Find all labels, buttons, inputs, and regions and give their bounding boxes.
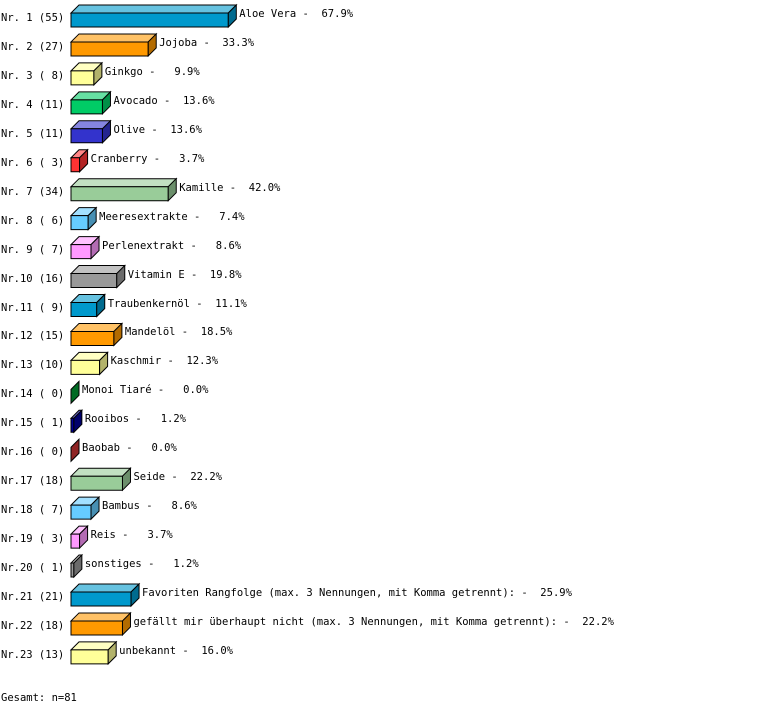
category-label: Nr. 8 ( 6) [1, 214, 65, 227]
total-label: Gesamt: n=81 [1, 692, 77, 704]
data-label: Ginkgo - 9.9% [104, 65, 200, 78]
data-label: Kamille - 42.0% [179, 181, 281, 194]
data-label: Meeresextrakte - 7.4% [99, 210, 245, 223]
category-label: Nr. 5 (11) [1, 127, 65, 140]
data-label: Monoi Tiaré - 0.0% [82, 384, 209, 397]
data-label: Mandelöl - 18.5% [124, 326, 233, 339]
category-label: Nr. 7 (34) [1, 185, 65, 198]
bar [69, 3, 238, 29]
bar [69, 119, 112, 145]
category-label: Nr. 9 ( 7) [1, 243, 65, 256]
category-label: Nr. 3 ( 8) [1, 69, 65, 82]
category-label: Nr. 6 ( 3) [1, 156, 65, 169]
category-label: Nr.10 (16) [1, 272, 65, 285]
bar [69, 351, 109, 376]
category-label: Nr.21 (21) [1, 591, 65, 603]
category-label: Nr.11 ( 9) [1, 301, 65, 314]
data-label: Seide - 22.2% [133, 471, 222, 484]
data-label: Kaschmir - 12.3% [110, 355, 219, 368]
data-label: Vitamin E - 19.8% [127, 268, 242, 281]
data-label: Cranberry - 3.7% [90, 152, 205, 165]
bar [69, 495, 101, 521]
data-label: Aloe Vera - 67.9% [239, 8, 354, 20]
bar [69, 148, 89, 173]
data-label: Bambus - 8.6% [102, 500, 197, 513]
category-label: Nr. 2 (27) [1, 40, 65, 53]
category-label: Nr. 1 (55) [1, 12, 65, 24]
category-label: Nr. 4 (11) [1, 98, 65, 111]
bar [69, 582, 141, 608]
data-label: Traubenkernöl - 11.1% [107, 297, 247, 310]
data-label: unbekannt - 16.0% [119, 644, 233, 657]
data-label: Avocado - 13.6% [113, 94, 215, 107]
bar [69, 235, 101, 260]
bar [69, 293, 106, 318]
category-label: Nr.15 ( 1) [1, 417, 65, 430]
bar [69, 611, 132, 637]
bar [69, 264, 126, 289]
data-label: gefällt mir überhaupt nicht (max. 3 Nenn… [133, 615, 614, 628]
bar [69, 177, 178, 202]
data-label: Jojoba - 33.3% [159, 36, 255, 49]
data-label: Favoriten Rangfolge (max. 3 Nennungen, m… [142, 587, 572, 599]
category-label: Nr.13 (10) [1, 359, 65, 372]
bar [69, 466, 132, 492]
category-label: Nr.20 ( 1) [1, 562, 65, 575]
category-label: Nr.14 ( 0) [1, 388, 65, 401]
bar [69, 640, 118, 666]
category-label: Nr.23 (13) [1, 648, 65, 661]
bar [69, 553, 84, 579]
data-label: Baobab - 0.0% [82, 442, 177, 455]
data-label: Olive - 13.6% [113, 123, 202, 136]
bar [69, 206, 98, 231]
bar [69, 32, 158, 58]
data-label: Rooibos - 1.2% [84, 413, 187, 426]
data-label: Perlenextrakt - 8.6% [102, 239, 242, 252]
category-label: Nr.12 (15) [1, 330, 65, 343]
bar [69, 524, 89, 550]
bar [69, 322, 124, 347]
category-label: Nr.17 (18) [1, 475, 65, 488]
bar [70, 438, 80, 463]
category-label: Nr.22 (18) [1, 619, 65, 632]
category-label: Nr.19 ( 3) [1, 533, 65, 546]
category-label: Nr.18 ( 7) [1, 504, 65, 517]
bar [70, 380, 80, 405]
bar [69, 90, 112, 116]
data-label: Reis - 3.7% [90, 529, 173, 542]
bar [69, 409, 84, 434]
bar [69, 61, 104, 87]
data-label: sonstiges - 1.2% [84, 558, 199, 571]
category-label: Nr.16 ( 0) [1, 446, 65, 459]
